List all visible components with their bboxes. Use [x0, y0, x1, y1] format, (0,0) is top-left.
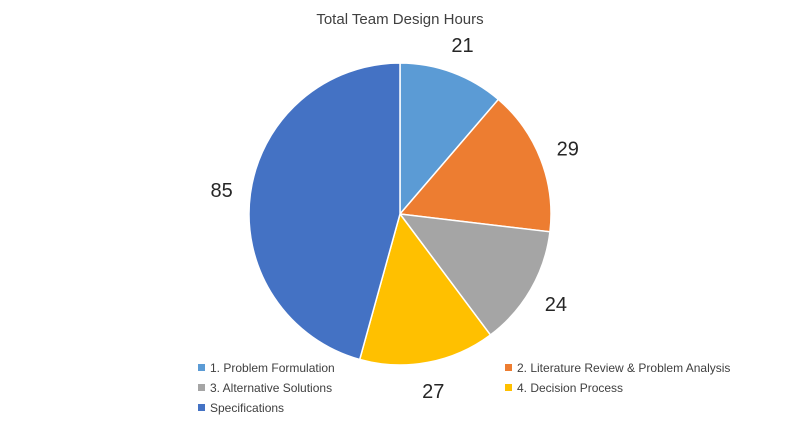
data-labels: 21 29 24 27 85 — [211, 35, 579, 403]
data-label-3: 24 — [545, 294, 567, 316]
legend-label-3: 3. Alternative Solutions — [210, 381, 332, 395]
legend-label-2: 2. Literature Review & Problem Analysis — [517, 361, 730, 375]
legend-label-1: 1. Problem Formulation — [210, 361, 335, 375]
legend-swatch-3 — [198, 384, 205, 391]
pie-slices — [248, 62, 552, 366]
legend-label-5: Specifications — [210, 401, 284, 415]
data-label-2: 29 — [557, 139, 579, 161]
legend-label-4: 4. Decision Process — [517, 381, 623, 395]
pie-slice-5 — [248, 62, 401, 361]
legend-swatch-1 — [198, 364, 205, 371]
data-label-4: 27 — [422, 381, 444, 403]
pie-slice-2 — [398, 98, 552, 233]
pie-slice-1 — [399, 62, 500, 217]
legend-swatch-5 — [198, 404, 205, 411]
data-label-5: 85 — [211, 180, 233, 202]
pie-slice-4 — [358, 212, 492, 366]
legend-swatch-4 — [505, 384, 512, 391]
data-label-1: 21 — [451, 35, 473, 57]
chart-title: Total Team Design Hours — [316, 11, 483, 28]
legend-swatch-2 — [505, 364, 512, 371]
pie-slice-3 — [398, 213, 551, 337]
legend: 1. Problem Formulation 2. Literature Revi… — [198, 361, 730, 415]
